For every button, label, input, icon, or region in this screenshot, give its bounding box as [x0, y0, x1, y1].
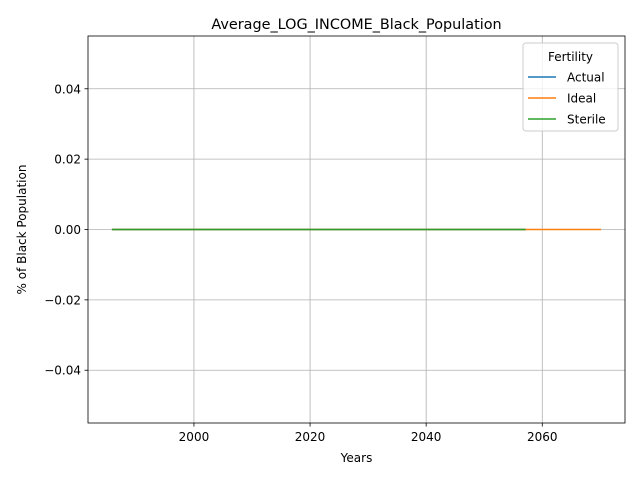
legend: Fertility Actual Ideal Sterile [522, 42, 619, 132]
legend-title: Fertility [548, 50, 593, 64]
x-axis-label: Years [340, 451, 373, 465]
chart-title: Average_LOG_INCOME_Black_Population [211, 17, 501, 33]
legend-label-sterile: Sterile [567, 113, 606, 127]
x-tick-label: 2000 [179, 430, 210, 444]
y-tick-label: 0.04 [54, 82, 81, 96]
y-tick-label: −0.02 [44, 293, 81, 307]
y-axis-label: % of Black Population [15, 165, 29, 295]
legend-entries: Actual Ideal Sterile [528, 71, 606, 127]
y-axis: −0.04 −0.02 0.00 0.02 0.04 [44, 82, 88, 378]
legend-box [522, 42, 619, 132]
x-axis: 2000 2020 2040 2060 [179, 423, 558, 444]
legend-label-actual: Actual [567, 71, 605, 85]
legend-label-ideal: Ideal [567, 92, 596, 106]
x-tick-label: 2060 [527, 430, 558, 444]
y-tick-label: 0.00 [54, 223, 81, 237]
x-tick-label: 2020 [295, 430, 326, 444]
y-tick-label: 0.02 [54, 153, 81, 167]
y-tick-label: −0.04 [44, 364, 81, 378]
x-tick-label: 2040 [411, 430, 442, 444]
